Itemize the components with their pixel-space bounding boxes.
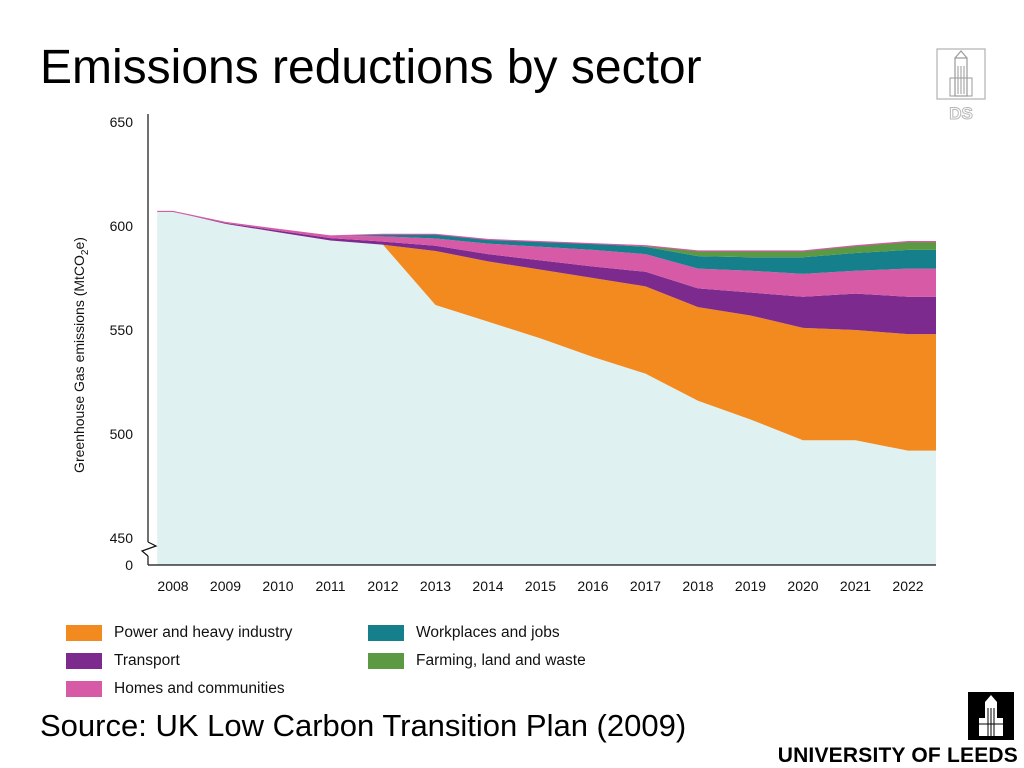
y-axis-title-main: Greenhouse Gas emissions (MtCO [71, 255, 87, 473]
y-tick-label: 500 [110, 426, 134, 442]
x-tick-label: 2010 [262, 578, 293, 594]
x-tick-label: 2021 [840, 578, 871, 594]
area-series-1 [157, 211, 936, 451]
x-tick-label: 2008 [157, 578, 188, 594]
y-tick-labels: 650 600 550 500 450 0 [110, 114, 134, 573]
chart-areas [157, 210, 936, 565]
building-tower-icon [936, 48, 986, 100]
area-series-5 [157, 211, 936, 258]
legend-label: Workplaces and jobs [416, 624, 560, 641]
legend-label: Farming, land and waste [416, 652, 586, 669]
ds-logo-text: DS [949, 104, 974, 124]
university-of-leeds-logo: UNIVERSITY OF LEEDS [762, 692, 1018, 767]
y-tick-label: 600 [110, 218, 134, 234]
legend-swatch [66, 681, 102, 697]
x-tick-label: 2013 [420, 578, 451, 594]
area-top-edge [157, 210, 936, 252]
chart-axes [140, 114, 936, 566]
legend-label: Power and heavy industry [114, 624, 293, 641]
y-tick-label: 0 [125, 557, 133, 573]
ds-logo: DS [936, 48, 986, 124]
x-tick-label: 2012 [367, 578, 398, 594]
legend-item: Power and heavy industry [66, 624, 292, 642]
legend-label: Transport [114, 652, 180, 669]
legend-label: Homes and communities [114, 680, 285, 697]
y-axis-title-subscript: 2 [80, 249, 91, 255]
x-tick-label: 2014 [472, 578, 503, 594]
x-tick-label: 2009 [210, 578, 241, 594]
x-tick-label: 2020 [787, 578, 818, 594]
x-tick-label: 2011 [315, 578, 345, 594]
legend-item: Transport [66, 652, 180, 670]
x-tick-label: 2019 [735, 578, 766, 594]
x-tick-label: 2017 [630, 578, 661, 594]
legend-swatch [368, 653, 404, 669]
source-caption: Source: UK Low Carbon Transition Plan (2… [40, 708, 687, 743]
legend-swatch [368, 625, 404, 641]
x-tick-label: 2015 [525, 578, 556, 594]
x-tick-label: 2016 [577, 578, 608, 594]
y-tick-label: 550 [110, 322, 134, 338]
x-tick-label: 2022 [892, 578, 923, 594]
x-tick-label: 2018 [682, 578, 713, 594]
legend-item: Farming, land and waste [368, 652, 586, 670]
legend-swatch [66, 653, 102, 669]
area-series-4 [157, 211, 936, 274]
area-series-3 [157, 211, 936, 297]
y-axis-title-suffix: e) [71, 237, 87, 249]
legend-swatch [66, 625, 102, 641]
y-tick-label: 450 [110, 530, 134, 546]
legend-item: Workplaces and jobs [368, 624, 560, 642]
y-tick-label: 650 [110, 114, 134, 130]
slide-title: Emissions reductions by sector [40, 41, 702, 94]
legend-item: Homes and communities [66, 680, 285, 698]
chart-legend: Power and heavy industry Transport Homes a… [66, 624, 666, 708]
area-baseline [157, 211, 936, 565]
y-axis-title: Greenhouse Gas emissions (MtCO2e) [71, 237, 91, 473]
building-tower-icon [968, 692, 1014, 740]
area-series-2 [157, 211, 936, 335]
x-tick-labels: 2008 2009 2010 2011 2012 2013 2014 2015 2016 2017… [157, 578, 923, 594]
axis-break-mark [140, 541, 158, 557]
university-of-leeds-wordmark: UNIVERSITY OF LEEDS [777, 744, 1018, 767]
